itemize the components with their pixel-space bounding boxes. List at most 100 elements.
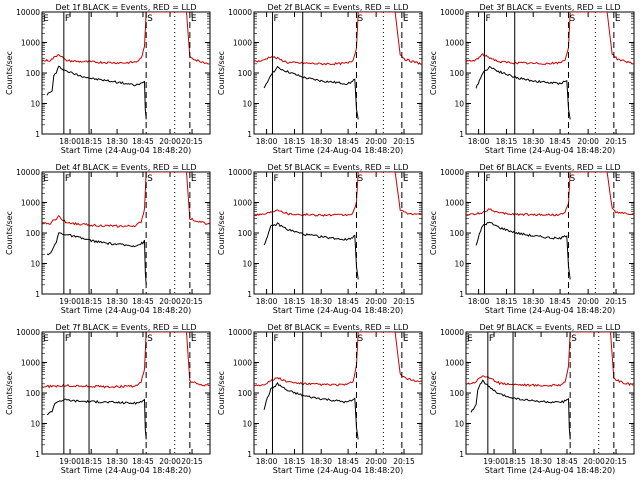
x-tick-label: 18:30 [530,457,552,466]
x-tick-label: 18:00 [468,297,490,306]
y-axis-title: Counts/sec [5,371,14,415]
x-axis-title: Start Time (24-Aug-04 18:48:20) [61,466,192,475]
y-tick-label: 1000 [233,359,252,368]
x-tick-label: 20:15 [605,297,627,306]
y-tick-label: 1 [247,450,252,459]
series-line-events [263,381,359,440]
y-tick-label: 10000 [16,8,40,17]
series-line-events [475,221,571,280]
x-tick-label: 18:00 [468,137,490,146]
y-tick-label: 1000 [233,199,252,208]
y-tick-label: 1 [35,290,40,299]
x-tick-label: 20:15 [605,457,627,466]
y-tick-label: 10 [454,420,464,429]
event-marker-label: E [43,14,49,24]
plot-frame [465,331,635,455]
event-marker-label: F [485,174,490,184]
y-tick-label: 10000 [228,168,252,177]
x-tick-label: 18:15 [496,137,518,146]
y-tick-label: 1 [247,290,252,299]
y-tick-label: 1 [35,450,40,459]
series-line-lld [254,332,422,387]
series-line-lld [466,12,634,65]
x-tick-label: 20:15 [393,297,415,306]
y-tick-label: 1000 [445,199,464,208]
x-tick-label: 20:00 [365,457,387,466]
x-tick-label: 18:45 [556,457,578,466]
event-marker-label: E [191,174,197,184]
detector-panel-5: Det 5f BLACK = Events, RED = LLD 1 10 100 10… [217,163,423,315]
y-tick-label: 10000 [440,8,464,17]
series-line-lld [42,172,210,228]
x-tick-label: 18:15 [284,457,306,466]
event-marker-label: E [615,174,621,184]
series-line-events [46,65,147,120]
event-marker-label: E [191,334,197,344]
series-line-events [470,379,571,440]
x-tick-label: 18:00 [59,137,81,146]
y-tick-label: 1000 [21,199,40,208]
panel-title: Det 7f BLACK = Events, RED = LLD [55,323,196,332]
panel-title: Det 9f BLACK = Events, RED = LLD [479,323,620,332]
x-tick-label: 20:00 [365,297,387,306]
x-tick-label: 18:30 [522,297,544,306]
y-axis-title: Counts/sec [5,211,14,255]
detector-panel-8: Det 8f BLACK = Events, RED = LLD 1 10 100 10… [217,323,423,475]
x-axis-title: Start Time (24-Aug-04 18:48:20) [273,146,404,155]
detector-panel-7: Det 7f BLACK = Events, RED = LLD 1 10 100 10… [5,323,211,475]
x-tick-label: 18:45 [337,457,359,466]
series-line-lld [42,12,210,65]
y-tick-label: 1000 [445,39,464,48]
series-line-lld [42,332,210,389]
x-tick-label: 20:15 [181,137,203,146]
y-tick-label: 100 [26,69,41,78]
x-tick-label: 20:15 [181,297,203,306]
plot-frame [41,331,211,455]
y-axis-title: Counts/sec [217,51,226,95]
y-tick-label: 10000 [440,168,464,177]
y-tick-label: 1 [459,450,464,459]
plot-frame [253,171,423,295]
plot-frame [465,171,635,295]
event-marker-label: F [485,14,490,24]
x-tick-label: 18:15 [284,137,306,146]
x-tick-label: 18:45 [132,297,154,306]
x-tick-label: 18:30 [310,137,332,146]
x-tick-label: 19:00 [59,297,81,306]
x-tick-label: 18:00 [256,457,278,466]
x-tick-label: 18:15 [80,457,102,466]
x-tick-label: 18:30 [310,297,332,306]
y-tick-label: 10 [454,260,464,269]
x-tick-label: 18:45 [337,297,359,306]
event-marker-label: E [615,334,621,344]
x-tick-label: 18:30 [106,297,128,306]
event-marker-label: F [489,334,494,344]
x-axis-title: Start Time (24-Aug-04 18:48:20) [485,146,616,155]
event-marker-label: S [147,174,153,184]
panel-title: Det 6f BLACK = Events, RED = LLD [479,163,620,172]
x-axis-title: Start Time (24-Aug-04 18:48:20) [61,306,192,315]
event-marker-label: E [43,174,49,184]
event-marker-label: E [403,334,409,344]
x-axis-title: Start Time (24-Aug-04 18:48:20) [273,466,404,475]
y-tick-label: 100 [26,229,41,238]
x-tick-label: 20:00 [159,137,181,146]
x-tick-label: 20:00 [365,137,387,146]
detector-panel-2: Det 2f BLACK = Events, RED = LLD 1 10 100 10… [217,3,423,155]
x-tick-label: 18:15 [496,297,518,306]
y-tick-label: 10000 [228,328,252,337]
event-marker-label: E [403,14,409,24]
event-marker-label: S [569,14,575,24]
y-tick-label: 10 [242,420,252,429]
event-marker-label: S [147,334,153,344]
y-tick-label: 10 [30,420,40,429]
panel-title: Det 1f BLACK = Events, RED = LLD [55,3,196,12]
y-tick-label: 1 [459,130,464,139]
x-tick-label: 20:15 [605,137,627,146]
x-tick-label: 18:15 [80,137,102,146]
series-line-events [263,222,359,280]
event-marker-label: E [43,334,49,344]
y-tick-label: 1 [247,130,252,139]
detector-panel-1: Det 1f BLACK = Events, RED = LLD 1 10 100 10… [5,3,211,155]
